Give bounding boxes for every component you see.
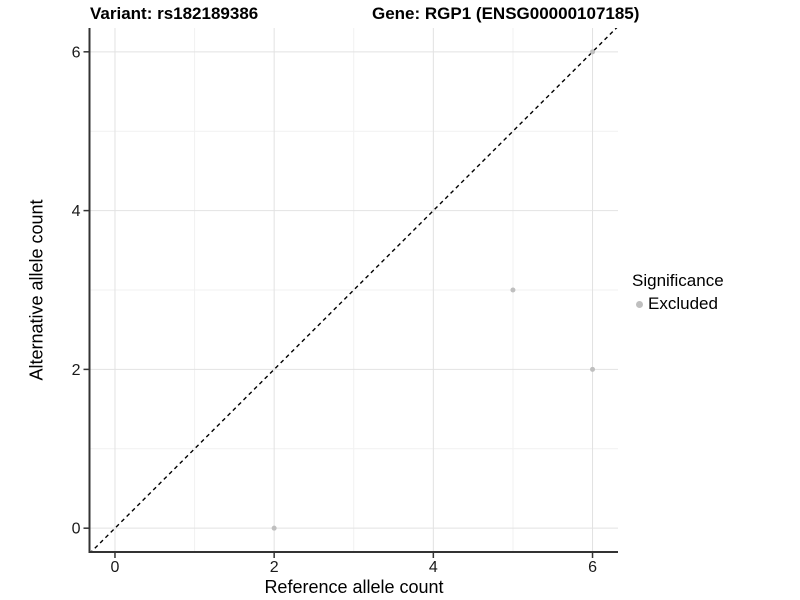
legend-item-excluded: Excluded xyxy=(632,294,797,314)
data-point xyxy=(271,525,277,531)
x-tick-label: 2 xyxy=(270,559,279,576)
x-tick-label: 6 xyxy=(588,559,597,576)
plot-title-variant: Variant: rs182189386 xyxy=(90,4,259,23)
plot-title-gene: Gene: RGP1 (ENSG00000107185) xyxy=(372,4,640,23)
y-tick-label: 2 xyxy=(72,362,81,379)
legend: Significance Excluded xyxy=(632,271,797,314)
data-point xyxy=(590,366,596,372)
legend-item-label: Excluded xyxy=(648,294,718,313)
x-tick-label: 4 xyxy=(429,559,438,576)
data-point xyxy=(510,287,516,293)
y-axis-title: Alternative allele count xyxy=(26,199,47,381)
x-tick-label: 0 xyxy=(111,559,120,576)
x-axis-title: Reference allele count xyxy=(264,577,444,597)
y-tick-label: 4 xyxy=(72,203,81,220)
data-point xyxy=(590,49,596,55)
legend-point-icon xyxy=(636,300,643,308)
y-tick-label: 0 xyxy=(72,521,81,538)
legend-title: Significance xyxy=(632,271,724,290)
y-tick-label: 6 xyxy=(72,44,81,61)
